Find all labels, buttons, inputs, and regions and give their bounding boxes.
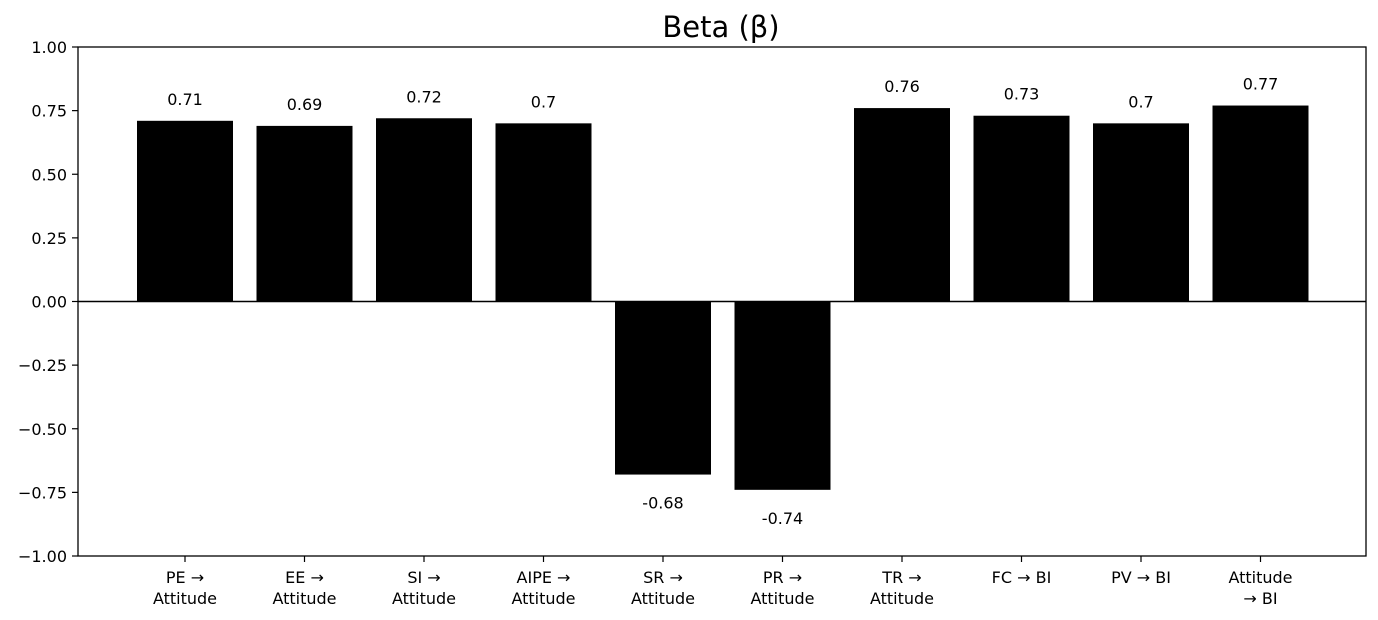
bar xyxy=(495,123,592,302)
y-tick-label: 0.50 xyxy=(31,165,67,184)
bar-value-label: 0.7 xyxy=(1128,92,1153,111)
bars xyxy=(78,105,1366,490)
x-axis: PE → Attitude EE → Attitude SI → Attitude AIPE… xyxy=(153,556,1293,608)
x-tick-label: → BI xyxy=(1243,589,1277,608)
x-tick-label: EE → xyxy=(285,568,324,587)
bar xyxy=(615,301,711,475)
x-tick-label: PV → BI xyxy=(1111,568,1171,587)
value-labels: 0.71 0.69 0.72 0.7 -0.68 -0.74 0.76 0.73 0.7 0.77 xyxy=(167,75,1278,528)
x-tick-label: FC → BI xyxy=(992,568,1052,587)
bar xyxy=(137,120,233,302)
bar xyxy=(1212,105,1309,302)
plot-frame xyxy=(77,46,1367,557)
x-tick-label: TR → xyxy=(881,568,921,587)
bar xyxy=(256,125,353,302)
bar-value-label: -0.68 xyxy=(642,494,683,513)
x-tick-label: Attitude xyxy=(1228,568,1292,587)
x-tick-label: Attitude xyxy=(272,589,336,608)
x-tick-label: Attitude xyxy=(153,589,217,608)
y-axis: −1.00 −0.75 −0.50 −0.25 0.00 0.25 0.50 0.75 1.00 xyxy=(18,38,78,566)
bar-value-label: 0.77 xyxy=(1243,75,1279,94)
y-tick-label: −0.50 xyxy=(18,420,67,439)
y-tick-label: −0.75 xyxy=(18,483,67,502)
y-tick-label: 0.25 xyxy=(31,229,67,248)
x-tick-label: SI → xyxy=(407,568,440,587)
y-tick-label: 0.75 xyxy=(31,102,67,121)
x-tick-label: Attitude xyxy=(631,589,695,608)
bar-value-label: 0.69 xyxy=(287,95,323,114)
bar-value-label: 0.76 xyxy=(884,77,920,96)
bar-value-label: 0.7 xyxy=(531,92,556,111)
bar xyxy=(854,108,950,302)
x-tick-label: PE → xyxy=(166,568,204,587)
bar xyxy=(973,115,1070,302)
y-tick-label: 0.00 xyxy=(31,293,67,312)
chart-title: Beta (β) xyxy=(662,10,779,44)
x-tick-label: AIPE → xyxy=(517,568,571,587)
x-tick-label: PR → xyxy=(763,568,802,587)
bar-value-label: 0.73 xyxy=(1004,85,1040,104)
bar xyxy=(734,301,831,490)
bar-value-label: 0.71 xyxy=(167,90,203,109)
bar xyxy=(376,118,472,302)
x-tick-label: Attitude xyxy=(511,589,575,608)
bar-value-label: 0.72 xyxy=(406,87,442,106)
x-tick-label: Attitude xyxy=(750,589,814,608)
y-tick-label: −1.00 xyxy=(18,547,67,566)
bar xyxy=(1093,123,1189,302)
x-tick-label: Attitude xyxy=(392,589,456,608)
x-tick-label: SR → xyxy=(643,568,683,587)
x-tick-label: Attitude xyxy=(870,589,934,608)
y-tick-label: −0.25 xyxy=(18,356,67,375)
y-tick-label: 1.00 xyxy=(31,38,67,57)
bar-value-label: -0.74 xyxy=(762,509,803,528)
